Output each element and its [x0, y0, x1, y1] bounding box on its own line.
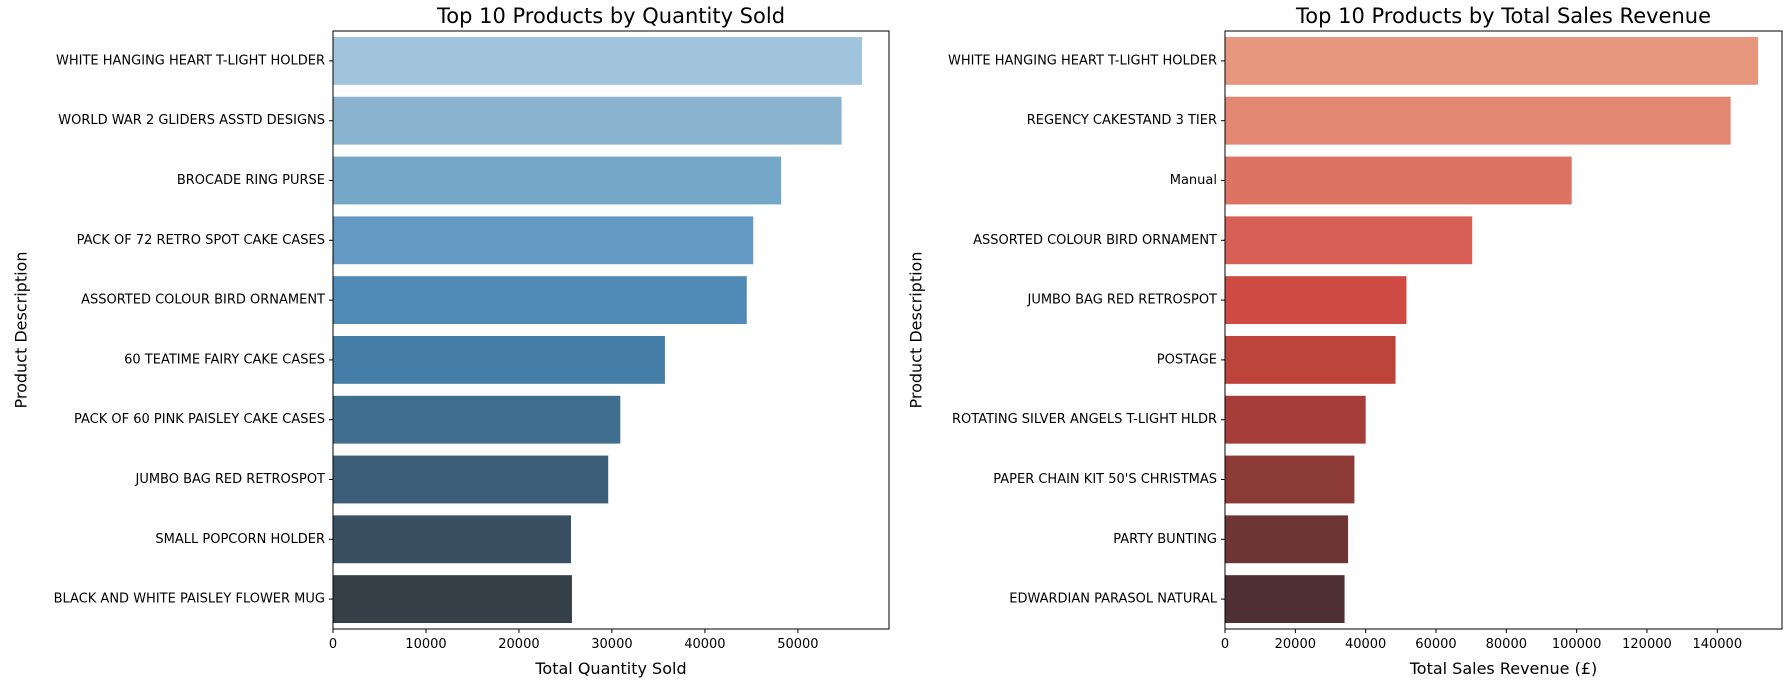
revenue-category-label: Manual: [1170, 173, 1217, 188]
revenue-category-label: POSTAGE: [1157, 352, 1217, 367]
revenue-chart-title: Top 10 Products by Total Sales Revenue: [1295, 4, 1711, 28]
quantity-bar: [333, 455, 609, 504]
revenue-x-tick-label: 100000: [1552, 637, 1602, 652]
quantity-category-label: BLACK AND WHITE PAISLEY FLOWER MUG: [54, 592, 325, 607]
revenue-bar: [1225, 156, 1572, 205]
revenue-bar: [1225, 96, 1731, 145]
quantity-x-tick-label: 20000: [498, 637, 539, 652]
quantity-x-tick-label: 50000: [777, 637, 818, 652]
revenue-bar: [1225, 335, 1396, 384]
quantity-bar: [333, 395, 621, 444]
quantity-category-label: PACK OF 60 PINK PAISLEY CAKE CASES: [74, 412, 325, 427]
quantity-x-tick-label: 0: [329, 637, 337, 652]
revenue-x-tick-label: 80000: [1486, 637, 1527, 652]
revenue-bar: [1225, 455, 1355, 504]
quantity-bar: [333, 216, 754, 265]
revenue-bar: [1225, 515, 1349, 564]
quantity-category-label: 60 TEATIME FAIRY CAKE CASES: [124, 352, 325, 367]
quantity-category-label: ASSORTED COLOUR BIRD ORNAMENT: [81, 293, 325, 308]
revenue-x-tick-label: 120000: [1622, 637, 1672, 652]
quantity-y-axis-label: Product Description: [12, 252, 31, 409]
revenue-category-label: JUMBO BAG RED RETROSPOT: [1026, 293, 1217, 308]
revenue-category-label: ROTATING SILVER ANGELS T-LIGHT HLDR: [952, 412, 1217, 427]
revenue-x-tick-label: 20000: [1275, 637, 1316, 652]
quantity-bar: [333, 575, 572, 624]
quantity-category-label: JUMBO BAG RED RETROSPOT: [134, 472, 325, 487]
quantity-x-axis-label: Total Quantity Sold: [534, 659, 686, 678]
revenue-x-tick-label: 140000: [1692, 637, 1742, 652]
quantity-bar: [333, 515, 572, 564]
revenue-category-label: REGENCY CAKESTAND 3 TIER: [1027, 113, 1217, 128]
revenue-bar: [1225, 36, 1759, 85]
quantity-category-label: PACK OF 72 RETRO SPOT CAKE CASES: [77, 233, 325, 248]
revenue-bar: [1225, 395, 1366, 444]
quantity-axes-frame: [332, 30, 890, 630]
revenue-x-tick-label: 0: [1221, 637, 1229, 652]
quantity-category-label: SMALL POPCORN HOLDER: [155, 532, 325, 547]
revenue-bar: [1225, 276, 1407, 325]
quantity-x-tick-label: 30000: [591, 637, 632, 652]
revenue-category-label: ASSORTED COLOUR BIRD ORNAMENT: [973, 233, 1217, 248]
quantity-category-label: WORLD WAR 2 GLIDERS ASSTD DESIGNS: [58, 113, 325, 128]
quantity-bar: [333, 276, 747, 325]
quantity-x-tick-label: 10000: [405, 637, 446, 652]
revenue-bar: [1225, 575, 1345, 624]
revenue-x-axis-label: Total Sales Revenue (£): [1409, 659, 1598, 678]
revenue-axes-frame: [1224, 30, 1783, 630]
revenue-category-label: PAPER CHAIN KIT 50'S CHRISTMAS: [993, 472, 1217, 487]
quantity-bar: [333, 36, 863, 85]
revenue-bar: [1225, 216, 1473, 265]
quantity-bar: [333, 96, 842, 145]
revenue-category-label: PARTY BUNTING: [1113, 532, 1217, 547]
quantity-category-label: WHITE HANGING HEART T-LIGHT HOLDER: [56, 53, 325, 68]
revenue-chart-panel: WHITE HANGING HEART T-LIGHT HOLDER REGENC…: [907, 4, 1783, 678]
quantity-chart-panel: WHITE HANGING HEART T-LIGHT HOLDER WORLD …: [12, 4, 890, 678]
revenue-x-tick-label: 60000: [1415, 637, 1456, 652]
revenue-x-tick-label: 40000: [1345, 637, 1386, 652]
quantity-category-label: BROCADE RING PURSE: [177, 173, 325, 188]
revenue-category-label: WHITE HANGING HEART T-LIGHT HOLDER: [948, 53, 1217, 68]
quantity-chart-title: Top 10 Products by Quantity Sold: [436, 4, 785, 28]
quantity-x-tick-label: 40000: [684, 637, 725, 652]
revenue-y-axis-label: Product Description: [907, 252, 926, 409]
quantity-bar: [333, 335, 665, 384]
quantity-bar: [333, 156, 782, 205]
revenue-category-label: EDWARDIAN PARASOL NATURAL: [1009, 592, 1218, 607]
